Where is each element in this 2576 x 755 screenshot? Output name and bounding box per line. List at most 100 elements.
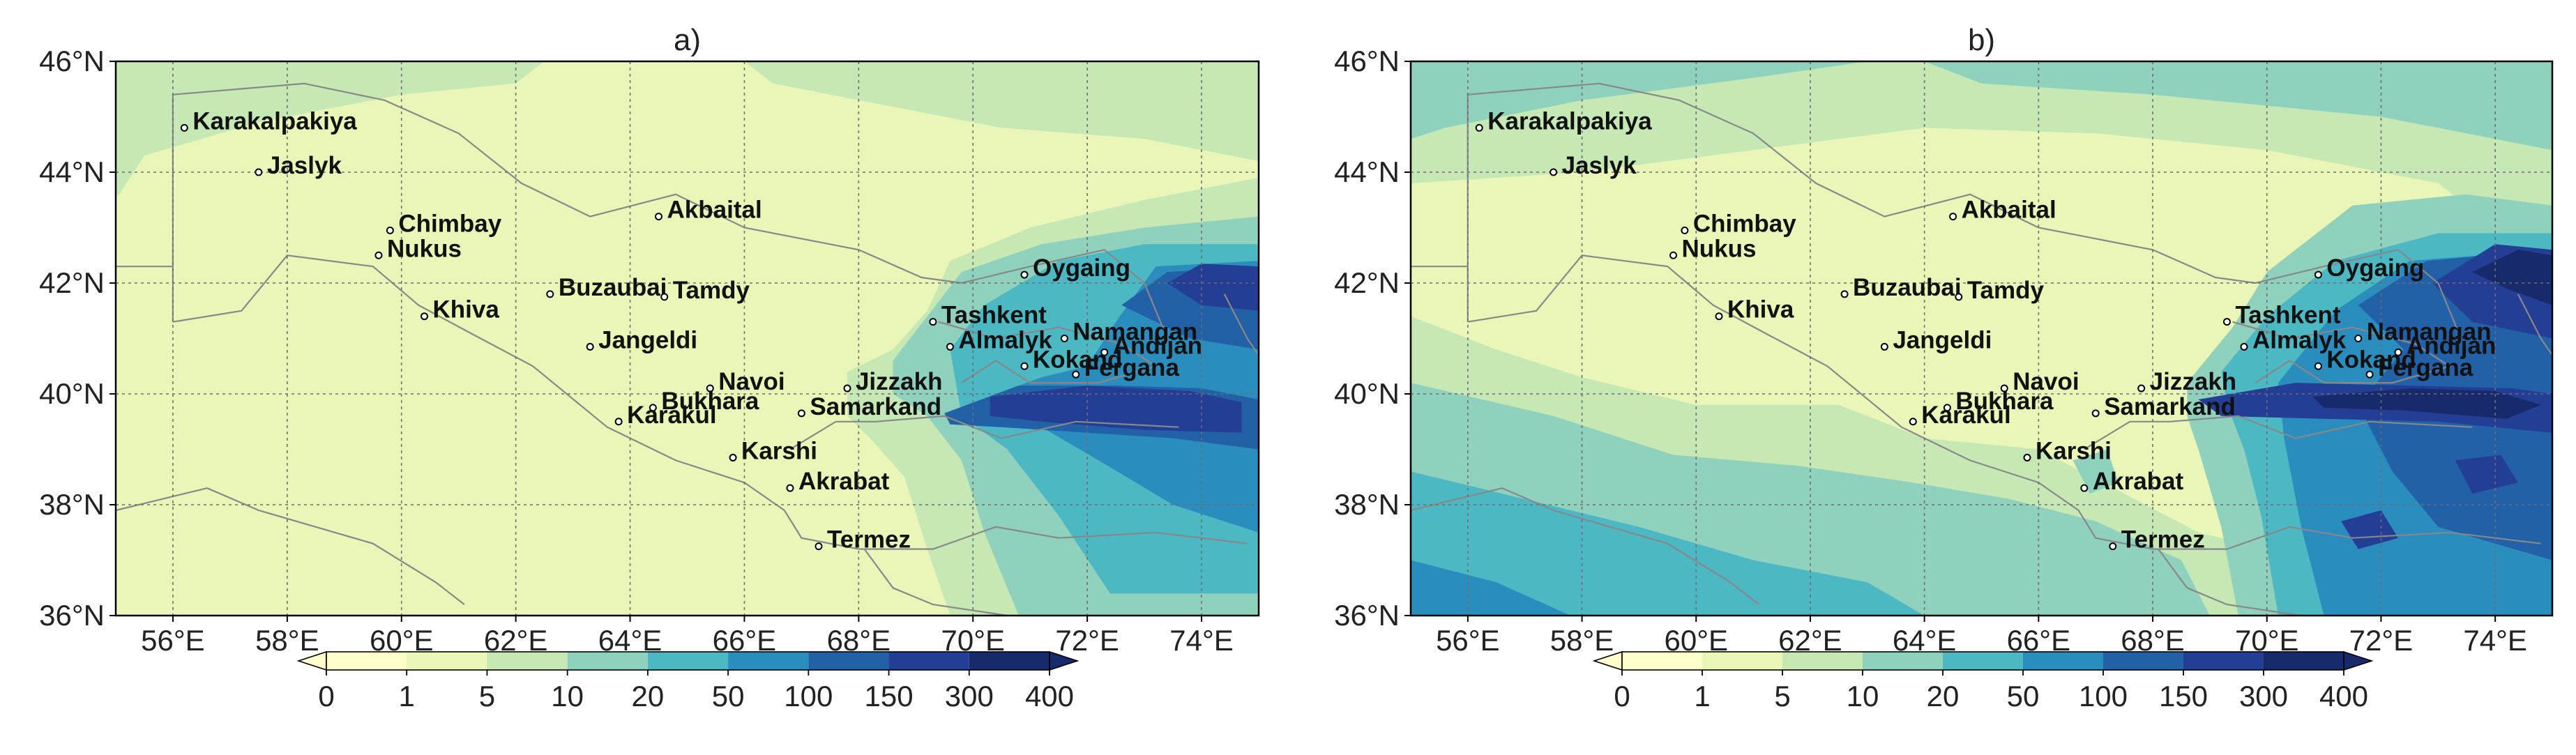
city-marker <box>255 168 263 176</box>
city-label: Chimbay <box>1693 210 1796 237</box>
lat-tick-label: 44°N <box>1334 155 1400 188</box>
city-marker <box>2394 348 2402 356</box>
contour-region <box>116 61 545 200</box>
border-line <box>1598 82 2462 339</box>
lat-tick-label: 44°N <box>39 155 105 188</box>
city-label: Karakalpakiya <box>192 107 357 135</box>
city-label: Jangeldi <box>1893 326 1992 353</box>
map-frame <box>114 60 1260 617</box>
city-marker <box>2354 335 2363 342</box>
city-label: Oygaing <box>2326 254 2424 282</box>
colorbar-tick-label: 300 <box>945 680 994 712</box>
city-marker <box>929 318 937 326</box>
city-marker <box>2314 362 2322 370</box>
city-label: Karakul <box>1921 402 2010 429</box>
city-marker <box>797 409 805 418</box>
border-line <box>1223 293 1259 356</box>
colorbar-segment <box>969 652 1050 670</box>
lat-tick-label: 46°N <box>39 45 105 77</box>
colorbar-segment <box>647 652 729 670</box>
city-label: Jaslyk <box>1562 152 1637 179</box>
city-label: Khiva <box>433 296 500 323</box>
colorbar-segment <box>2183 652 2264 670</box>
city-marker <box>2000 384 2008 392</box>
contour-region <box>744 61 1259 162</box>
colorbar-segment <box>1622 652 1702 670</box>
country-borders <box>1411 82 2552 616</box>
contour-region <box>2073 449 2119 494</box>
colorbar-frame <box>1621 651 2344 671</box>
border-line <box>863 548 1008 616</box>
city-label: Samarkand <box>810 393 941 420</box>
city-label: Almalyk <box>958 326 1052 353</box>
border-line <box>116 487 465 605</box>
city-marker <box>2314 270 2322 279</box>
colorbar-tick-label: 400 <box>1025 680 1074 712</box>
city-label: Oygaing <box>1033 254 1130 282</box>
city-marker <box>2365 370 2374 379</box>
lat-axis: 46°N 44°N 42°N 40°N 38°N 36°N <box>39 45 116 632</box>
border-line <box>172 254 859 550</box>
city-marker <box>2091 409 2100 418</box>
contour-region <box>1924 61 2552 151</box>
lat-axis: 46°N 44°N 42°N 40°N 38°N 36°N <box>1334 45 1411 632</box>
city-marker <box>1020 270 1029 279</box>
city-marker <box>649 404 657 412</box>
city-label: Bukhara <box>1955 388 2054 415</box>
colorbar-tick-label: 400 <box>2319 680 2368 712</box>
city-marker <box>815 542 823 551</box>
city-label: Samarkand <box>2104 393 2236 420</box>
city-label: Andijan <box>2407 332 2496 359</box>
lon-tick-label: 60°E <box>1664 624 1728 657</box>
city-marker <box>1715 312 1723 321</box>
city-label: Navoi <box>2013 368 2079 395</box>
colorbar-segment <box>2023 652 2103 670</box>
map-panel-a: 46°N 44°N 42°N 40°N 38°N 36°N 56°E 58°E 60°E 62°E… <box>39 23 1260 712</box>
city-marker <box>1020 362 1029 370</box>
city-label: Andijan <box>1113 332 1202 359</box>
city-marker <box>374 251 383 259</box>
contour-region <box>116 61 1259 328</box>
colorbar-tick-label: 5 <box>1774 680 1790 712</box>
lat-tick-label: 36°N <box>1334 599 1400 632</box>
contour-region <box>990 386 1242 433</box>
border-line <box>2517 293 2552 356</box>
city-marker <box>655 213 663 221</box>
city-label: Khiva <box>1727 296 1794 323</box>
city-label: Jangeldi <box>598 326 697 353</box>
colorbar-tick-label: 1 <box>399 680 415 712</box>
colorbar-segment <box>326 652 407 670</box>
lon-tick-label: 72°E <box>1055 624 1119 657</box>
city-marker <box>2240 342 2248 351</box>
city-marker <box>586 342 594 351</box>
city-marker <box>1681 226 1689 234</box>
lon-tick-label: 64°E <box>1893 624 1957 657</box>
colorbar-tick-label: 20 <box>632 680 665 712</box>
city-label: Tashkent <box>2235 302 2340 329</box>
colorbar: 0 1 5 10 20 50 100 150 300 400 <box>296 650 1079 712</box>
city-marker <box>946 342 954 351</box>
city-marker <box>546 290 554 298</box>
city-label: Kokand <box>1033 346 1122 373</box>
lat-tick-label: 42°N <box>39 266 105 299</box>
lon-tick-label: 58°E <box>255 624 319 657</box>
colorbar-segment <box>1943 652 2023 670</box>
border-line <box>2084 415 2473 450</box>
colorbar-tick-label: 50 <box>2007 680 2040 712</box>
city-label: Fergana <box>1084 354 1180 381</box>
panel-title: b) <box>1968 23 1995 57</box>
city-marker <box>1943 404 1951 412</box>
city-marker <box>386 226 394 234</box>
city-label: Tamdy <box>1967 277 2045 304</box>
border-line <box>2232 321 2452 384</box>
colorbar-tick-label: 10 <box>1847 680 1879 712</box>
city-marker <box>1060 335 1068 342</box>
city-marker <box>1669 251 1678 259</box>
border-line <box>1467 254 2153 550</box>
city-marker <box>729 453 737 462</box>
lon-tick-label: 72°E <box>2349 624 2414 657</box>
city-marker <box>843 384 851 392</box>
lat-tick-label: 38°N <box>1334 488 1400 521</box>
city-label: Tashkent <box>941 302 1047 329</box>
